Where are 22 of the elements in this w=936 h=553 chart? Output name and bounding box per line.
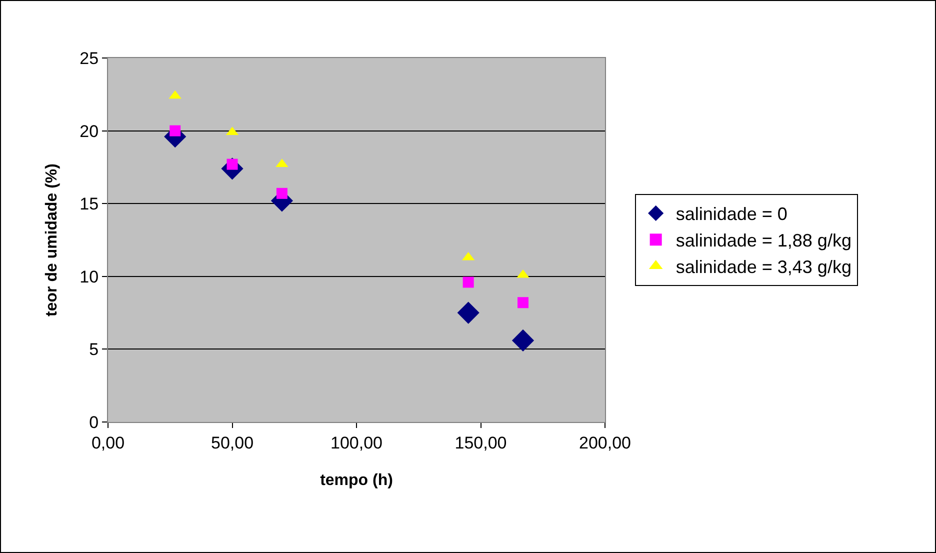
x-tick-label: 200,00 (579, 433, 631, 452)
x-tick-label: 50,00 (210, 433, 254, 452)
point (512, 329, 534, 352)
point (518, 297, 528, 308)
x-tick-label: 150,00 (454, 433, 507, 452)
y-tick-label: 0 (89, 412, 99, 432)
y-tick-label: 10 (80, 267, 99, 286)
y-tick-label: 5 (89, 340, 99, 360)
point (170, 125, 181, 136)
y-tick-label: 25 (80, 48, 99, 68)
point (462, 276, 474, 288)
x-tick-label: 100,00 (330, 433, 382, 452)
y-tick-label: 20 (80, 122, 99, 141)
point (276, 188, 288, 199)
legend-label: salinidade = 3,43 g/kg (676, 257, 852, 278)
legend-label: salinidade = 1,88 g/kg (676, 230, 852, 251)
y-axis-title: teor de umidade (%) (44, 164, 61, 316)
point (457, 302, 480, 324)
legend-label: salinidade = 0 (676, 204, 788, 224)
y-tick-label: 15 (80, 194, 99, 214)
x-tick-label: 0,00 (91, 433, 125, 452)
x-axis-title: tempo (h) (320, 472, 393, 490)
